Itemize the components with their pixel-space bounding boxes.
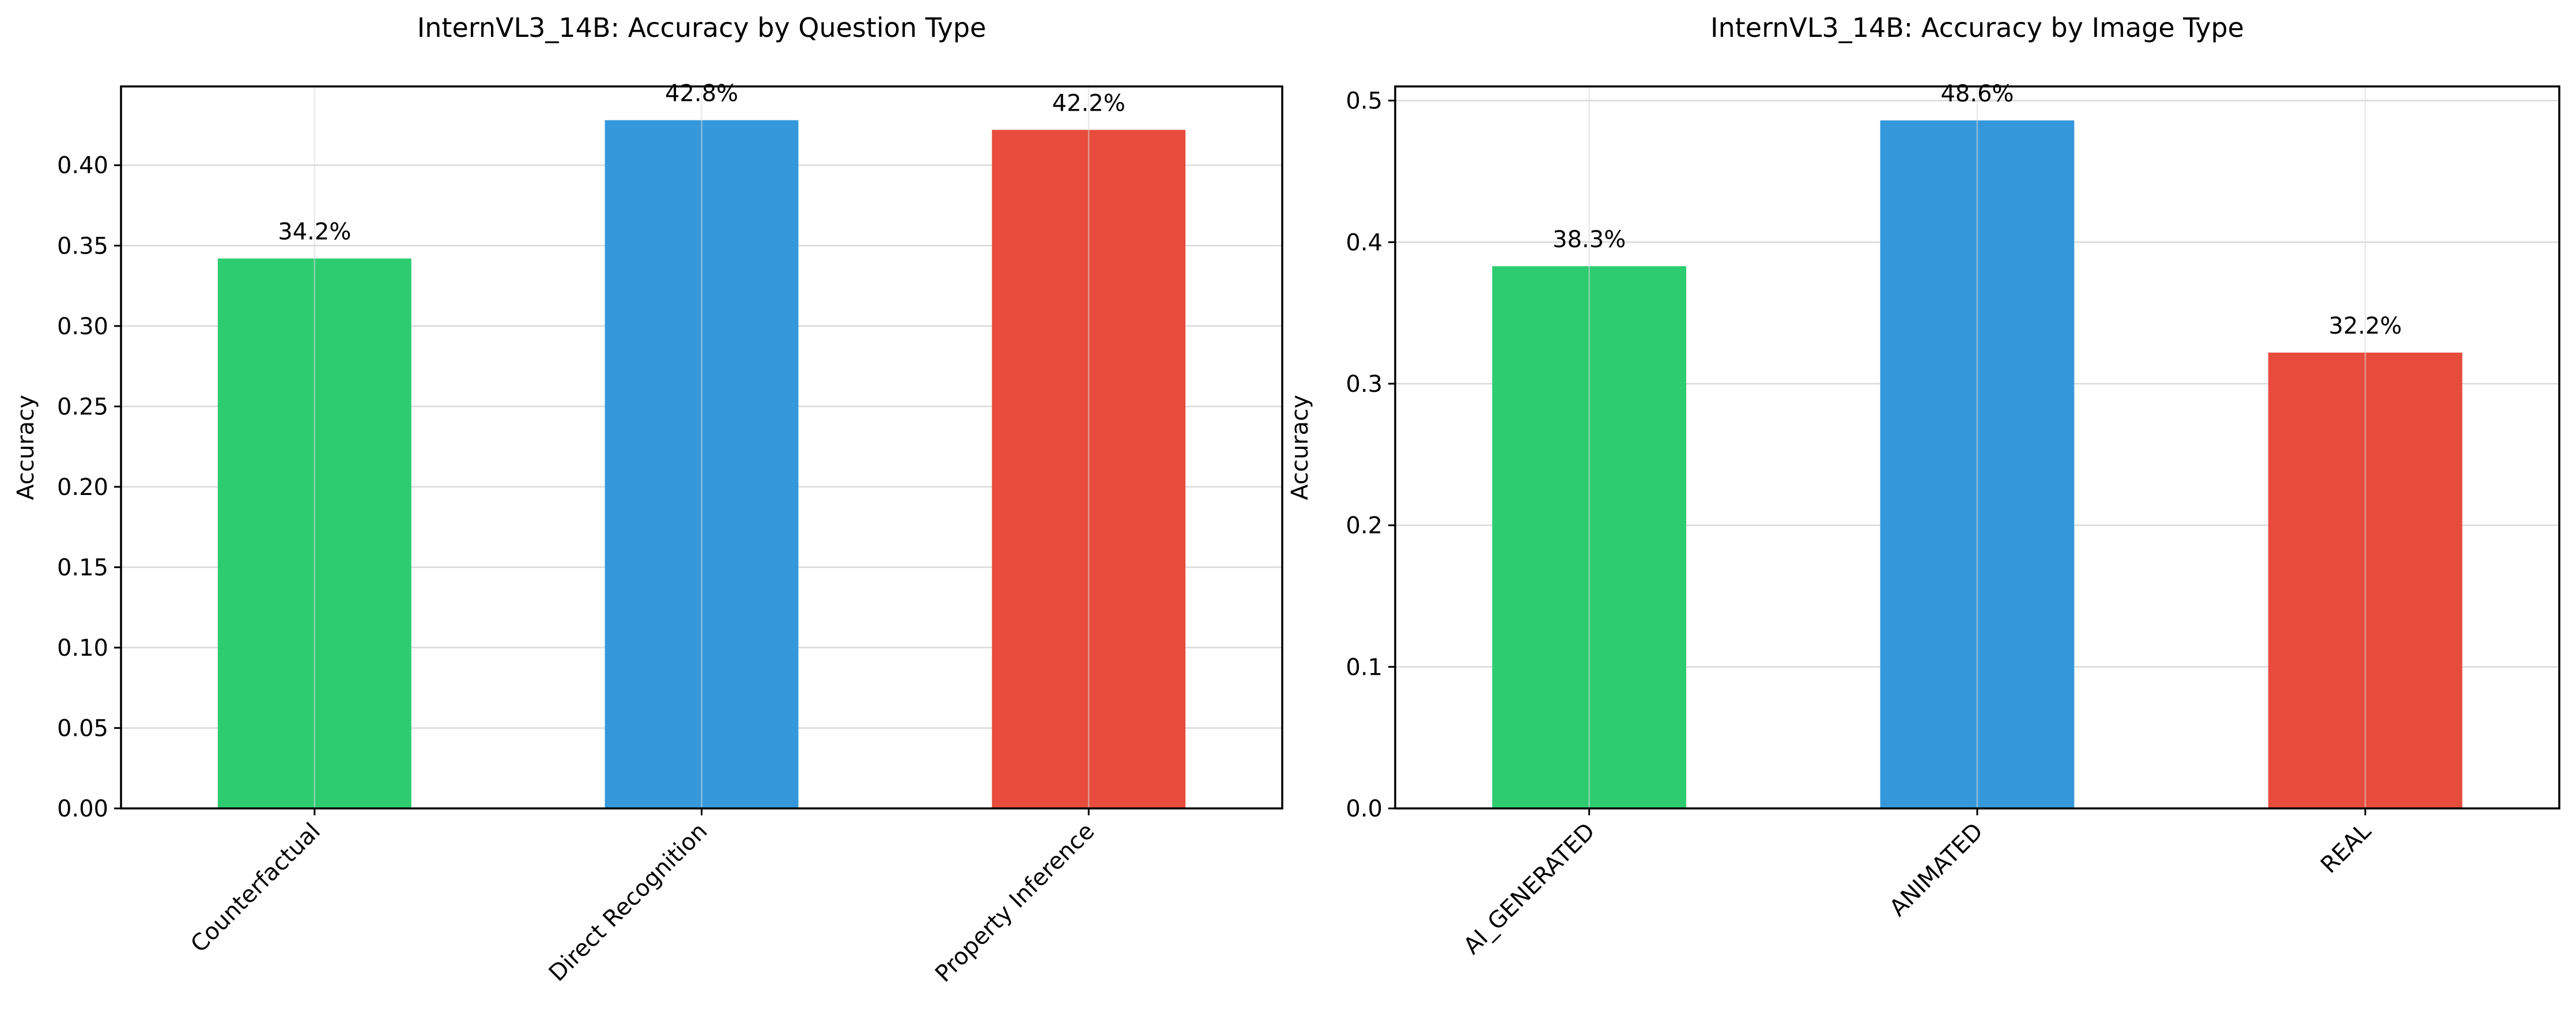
y-axis-label: Accuracy — [1287, 395, 1313, 500]
x-tick-label: ANIMATED — [1884, 818, 1988, 922]
bar-value-label: 34.2% — [278, 219, 351, 245]
chart-title: InternVL3_14B: Accuracy by Image Type — [1710, 12, 2244, 43]
bar-value-label: 42.2% — [1052, 90, 1125, 116]
chart-title: InternVL3_14B: Accuracy by Question Type — [417, 12, 987, 43]
y-tick-label: 0.0 — [1346, 796, 1383, 822]
x-tick-label: AI_GENERATED — [1459, 818, 1600, 960]
y-tick-label: 0.2 — [1346, 513, 1383, 539]
y-tick-label: 0.35 — [57, 233, 108, 259]
y-tick-label: 0.40 — [57, 153, 108, 179]
chart-panel-2: 0.0 0.1 0.2 0.3 0.4 0.5 AI_GENERATED ANIMATED RE… — [1287, 12, 2560, 960]
x-tick-label: Property Inference — [930, 818, 1100, 988]
y-tick-label: 0.30 — [57, 313, 108, 340]
y-tick-label: 0.1 — [1346, 654, 1383, 680]
x-tick-label: Counterfactual — [186, 818, 326, 958]
y-tick-label: 0.4 — [1346, 229, 1383, 256]
y-tick-label: 0.00 — [57, 796, 108, 822]
y-tick-label: 0.15 — [57, 554, 108, 581]
y-tick-label: 0.10 — [57, 635, 108, 661]
bar-value-label: 38.3% — [1553, 226, 1626, 253]
y-tick-label: 0.5 — [1346, 88, 1383, 115]
chart-panel-1: 0.00 0.05 0.10 0.15 0.20 0.25 0.30 0.35 0.40 Coun… — [13, 12, 1283, 988]
x-tick-label: Direct Recognition — [544, 818, 713, 987]
y-tick-label: 0.25 — [57, 394, 108, 420]
y-tick-label: 0.20 — [57, 474, 108, 501]
bar-value-label: 32.2% — [2329, 313, 2402, 339]
y-axis-label: Accuracy — [13, 395, 39, 500]
y-tick-label: 0.05 — [57, 715, 108, 742]
bar-value-label: 48.6% — [1940, 81, 2014, 107]
x-tick-label: REAL — [2316, 818, 2377, 879]
bar-value-label: 42.8% — [665, 81, 738, 107]
y-tick-label: 0.3 — [1346, 371, 1383, 398]
